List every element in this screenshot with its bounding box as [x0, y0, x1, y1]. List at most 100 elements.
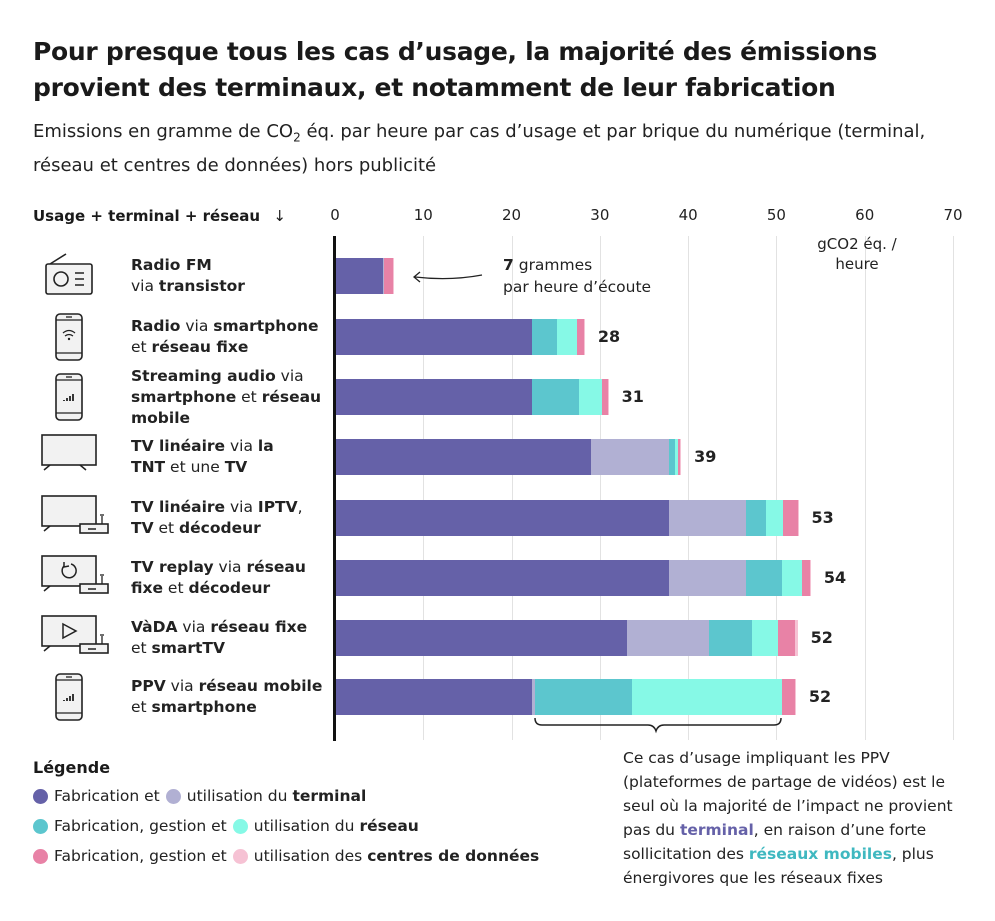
- row-label-part: TV linéaire: [131, 498, 226, 516]
- bar-segment-dc_fabrication[interactable]: [778, 620, 795, 656]
- bar-segment-reseau_utilisation[interactable]: [765, 500, 784, 536]
- bar-segment-reseau_fabrication[interactable]: [531, 379, 579, 415]
- bar-segment-dc_fabrication[interactable]: [678, 439, 681, 475]
- row-label-part: réseau fixe: [131, 558, 306, 597]
- note-keyword-terminal: terminal: [679, 821, 754, 839]
- gridline: [600, 236, 601, 740]
- bar-segment-dc_utilisation[interactable]: [809, 560, 811, 596]
- bar-total-label: 31: [621, 387, 644, 406]
- legend-label-bold: réseau: [359, 817, 419, 835]
- row-label-part: smartphone: [131, 387, 237, 406]
- bar-segment-dc_fabrication[interactable]: [576, 319, 584, 355]
- row-label: VàDA via réseau fixe et smartTV: [131, 617, 331, 659]
- bar-segment-reseau_fabrication[interactable]: [668, 439, 675, 475]
- bar-segment-terminal_fabrication[interactable]: [335, 620, 628, 656]
- bar-segment-reseau_utilisation[interactable]: [781, 560, 803, 596]
- row-label-part: via: [280, 366, 304, 385]
- bar-segment-reseau_fabrication[interactable]: [746, 500, 766, 536]
- row-label: TV linéaire via la TNT et une TV: [131, 436, 331, 478]
- bar-total-label: 52: [810, 628, 833, 647]
- tv-decoder-icon: [40, 494, 110, 548]
- row-label-part: smartTV: [151, 639, 226, 657]
- row-label-part: via: [177, 618, 211, 636]
- row-label-part: PPV: [131, 677, 166, 695]
- bar-segment-terminal_fabrication[interactable]: [335, 379, 532, 415]
- bar-segment-reseau_utilisation[interactable]: [578, 379, 602, 415]
- gridline: [865, 236, 866, 740]
- legend-swatch: [165, 788, 181, 804]
- bar-total-label: 53: [811, 508, 834, 527]
- legend-label: Fabrication, gestion et: [54, 817, 227, 835]
- bar-segment-reseau_fabrication[interactable]: [531, 319, 558, 355]
- bar-segment-dc_fabrication[interactable]: [601, 379, 608, 415]
- legend-label-bold: centres de données: [367, 847, 540, 865]
- legend-swatch: [232, 818, 248, 834]
- bar-segment-terminal_fabrication[interactable]: [335, 319, 532, 355]
- bar-segment-dc_fabrication[interactable]: [783, 500, 798, 536]
- bar-segment-terminal_utilisation[interactable]: [382, 258, 385, 294]
- bar-segment-terminal_fabrication[interactable]: [335, 439, 592, 475]
- smartphone-signal-icon: [40, 673, 110, 727]
- annotation-line2: par heure d’écoute: [503, 278, 652, 296]
- row-label: TV linéaire via IPTV, TV et décodeur: [131, 497, 331, 539]
- annotation-arrow-icon: [412, 271, 483, 283]
- bar-segment-terminal_utilisation[interactable]: [591, 439, 669, 475]
- row-label: PPV via réseau mobile et smartphone: [131, 676, 331, 718]
- bar-segment-terminal_utilisation[interactable]: [668, 500, 747, 536]
- bar-segment-dc_utilisation[interactable]: [583, 319, 585, 355]
- chart-subtitle: Emissions en gramme de CO2 éq. par heure…: [33, 118, 933, 179]
- tv-play-decoder-icon: [40, 614, 110, 668]
- legend-swatch: [33, 788, 48, 804]
- row-label-part: décodeur: [188, 579, 271, 597]
- row-label: Radio FM via transistor: [131, 255, 331, 297]
- gridline: [423, 236, 424, 740]
- bar-segment-dc_utilisation[interactable]: [607, 379, 609, 415]
- radio-icon: [40, 252, 110, 306]
- bar-segment-dc_utilisation[interactable]: [794, 679, 796, 715]
- bar-segment-dc_utilisation[interactable]: [797, 500, 799, 536]
- row-label-part: Radio: [131, 317, 181, 335]
- bar-segment-dc_fabrication[interactable]: [802, 560, 810, 596]
- bar-segment-reseau_utilisation[interactable]: [674, 439, 679, 475]
- row-label: Streaming audio via smartphone et réseau…: [131, 366, 331, 429]
- sort-header[interactable]: Usage + terminal + réseau ↓: [33, 207, 286, 225]
- legend-label: Fabrication et: [54, 787, 160, 805]
- bar-segment-dc_fabrication[interactable]: [384, 258, 394, 294]
- bar-segment-terminal_fabrication[interactable]: [335, 679, 532, 715]
- annotation-bold: 7: [503, 256, 514, 274]
- note-text: , plus énergivores que les réseaux fixes: [623, 845, 934, 887]
- x-tick-label: 70: [943, 206, 963, 224]
- row-label-part: via: [225, 498, 258, 516]
- bar-segment-reseau_fabrication[interactable]: [709, 620, 752, 656]
- bar-segment-reseau_utilisation[interactable]: [557, 319, 577, 355]
- tv-icon: [40, 433, 110, 487]
- bar-segment-reseau_utilisation[interactable]: [751, 620, 779, 656]
- bar-segment-reseau_utilisation[interactable]: [631, 679, 782, 715]
- chart-title: Pour presque tous les cas d’usage, la ma…: [33, 37, 878, 102]
- bar-segment-terminal_fabrication[interactable]: [335, 560, 669, 596]
- tv-replay-decoder-icon: [40, 554, 110, 608]
- ppv-note: Ce cas d’usage impliquant les PPV (plate…: [623, 746, 963, 890]
- y-axis-line: [333, 236, 336, 741]
- bar-segment-dc_utilisation[interactable]: [680, 439, 682, 475]
- row-label-part: smartphone: [151, 698, 257, 716]
- row-label-part: via: [225, 437, 258, 455]
- bar-segment-dc_fabrication[interactable]: [781, 679, 795, 715]
- bar-segment-terminal_fabrication[interactable]: [335, 500, 669, 536]
- bar-segment-reseau_fabrication[interactable]: [746, 560, 782, 596]
- row-label-part: réseau fixe: [151, 338, 249, 356]
- bar-segment-reseau_fabrication[interactable]: [534, 679, 632, 715]
- bar-segment-terminal_fabrication[interactable]: [335, 258, 383, 294]
- annotation-line1: grammes: [513, 256, 593, 274]
- bar-segment-terminal_utilisation[interactable]: [668, 560, 747, 596]
- row-label-part: TV: [131, 519, 154, 537]
- row-label-part: IPTV: [257, 498, 298, 516]
- bar-segment-terminal_utilisation[interactable]: [531, 679, 535, 715]
- legend-label: Fabrication, gestion et: [54, 847, 227, 865]
- bar-total-label: 52: [808, 687, 832, 706]
- annotation: 7 grammes par heure d’écoute: [503, 254, 651, 298]
- bar-segment-terminal_utilisation[interactable]: [627, 620, 710, 656]
- bar-segment-dc_utilisation[interactable]: [393, 258, 395, 294]
- bar-segment-dc_utilisation[interactable]: [794, 620, 798, 656]
- row-label-part: via: [131, 277, 154, 295]
